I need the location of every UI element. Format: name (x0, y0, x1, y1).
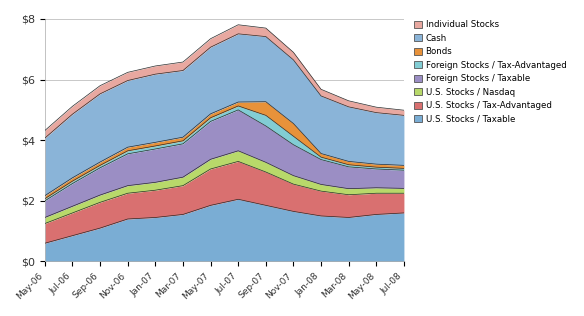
Legend: Individual Stocks, Cash, Bonds, Foreign Stocks / Tax-Advantaged, Foreign Stocks : Individual Stocks, Cash, Bonds, Foreign … (412, 18, 568, 125)
